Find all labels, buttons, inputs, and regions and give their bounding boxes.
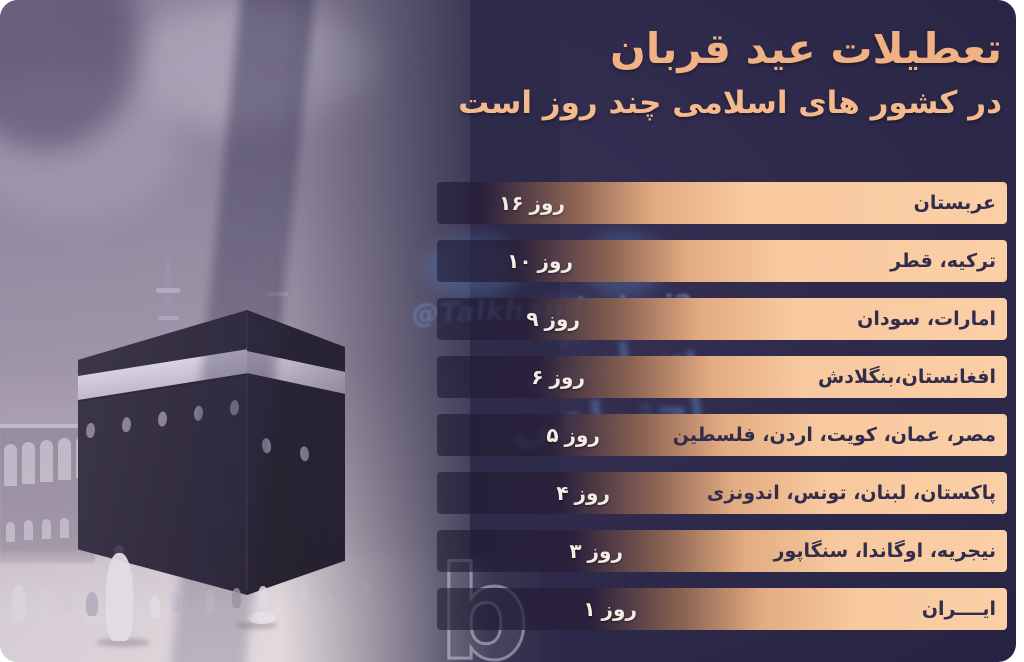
country-label: ترکیه، قطر: [890, 250, 996, 272]
days-number: ۱۰: [507, 249, 532, 273]
holiday-bar-row: ترکیه، قطر ۱۰ روز: [437, 240, 1007, 282]
holiday-bar-row: امارات، سودان ۹ روز: [437, 298, 1007, 340]
days-number: ۹: [526, 307, 539, 331]
days-number: ۳: [569, 539, 582, 563]
holiday-bar: امارات، سودان: [437, 298, 1007, 340]
holiday-bar: مصر، عمان، کویت، اردن، فلسطین: [437, 414, 1007, 456]
days-value-label: ۴ روز: [556, 472, 610, 514]
country-label: افغانستان،بنگلادش: [818, 366, 996, 388]
holiday-bar: ایــــران: [437, 588, 1007, 630]
days-unit: روز: [537, 249, 573, 273]
header: تعطیلات عید قربان در کشور های اسلامی چند…: [458, 18, 1002, 126]
days-value-label: ۱۶ روز: [499, 182, 565, 224]
days-value-label: ۶ روز: [531, 356, 585, 398]
days-unit: روز: [601, 597, 637, 621]
days-unit: روز: [587, 539, 623, 563]
days-number: ۱: [583, 597, 596, 621]
page-title: تعطیلات عید قربان: [610, 24, 1002, 73]
days-unit: روز: [544, 307, 580, 331]
days-value-label: ۹ روز: [526, 298, 580, 340]
days-unit: روز: [529, 191, 565, 215]
days-value-label: ۳ روز: [569, 530, 623, 572]
days-number: ۶: [531, 365, 544, 389]
holiday-bar: ترکیه، قطر: [437, 240, 1007, 282]
country-label: پاکستان، لبنان، تونس، اندونزی: [706, 482, 996, 504]
holiday-bar-row: پاکستان، لبنان، تونس، اندونزی ۴ روز: [437, 472, 1007, 514]
country-label: عربستان: [913, 192, 996, 214]
days-value-label: ۵ روز: [546, 414, 600, 456]
holiday-bar-row: عربستان ۱۶ روز: [437, 182, 1007, 224]
country-label: مصر، عمان، کویت، اردن، فلسطین: [672, 424, 996, 446]
holiday-bar-row: نیجریه، اوگاندا، سنگاپور ۳ روز: [437, 530, 1007, 572]
days-unit: روز: [574, 481, 610, 505]
days-unit: روز: [549, 365, 585, 389]
holiday-bar-row: افغانستان،بنگلادش ۶ روز: [437, 356, 1007, 398]
page-subtitle: در کشور های اسلامی چند روز است: [458, 85, 1002, 121]
country-label: امارات، سودان: [857, 308, 996, 330]
days-unit: روز: [564, 423, 600, 447]
country-label: نیجریه، اوگاندا، سنگاپور: [773, 540, 996, 562]
days-number: ۴: [556, 481, 569, 505]
holiday-bar-row: ایــــران ۱ روز: [437, 588, 1007, 630]
days-number: ۵: [546, 423, 559, 447]
holiday-bar: پاکستان، لبنان، تونس، اندونزی: [437, 472, 1007, 514]
days-value-label: ۱۰ روز: [507, 240, 573, 282]
country-label: ایــــران: [921, 598, 996, 620]
holiday-bar: افغانستان،بنگلادش: [437, 356, 1007, 398]
holiday-bar: عربستان: [437, 182, 1007, 224]
holiday-bar-row: مصر، عمان، کویت، اردن، فلسطین ۵ روز: [437, 414, 1007, 456]
days-value-label: ۱ روز: [583, 588, 637, 630]
days-number: ۱۶: [499, 191, 524, 215]
holiday-bar: نیجریه، اوگاندا، سنگاپور: [437, 530, 1007, 572]
